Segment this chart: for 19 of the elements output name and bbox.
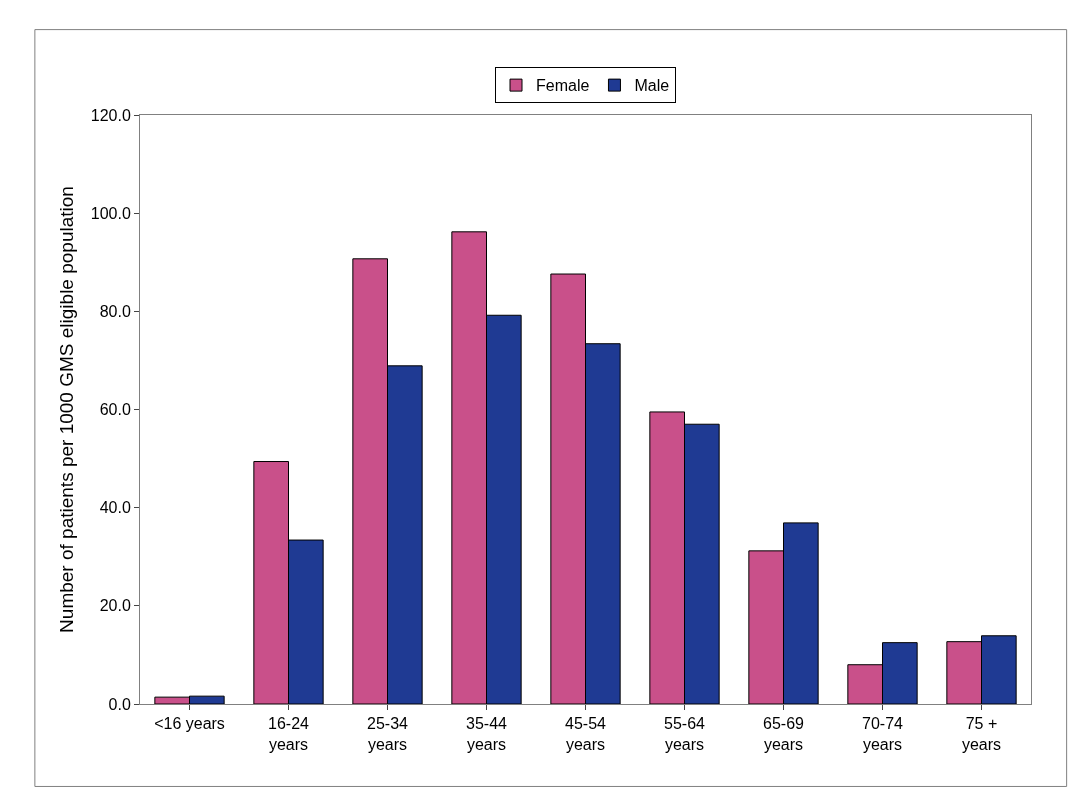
y-tick-label: 40.0: [99, 499, 131, 517]
legend-label: Female: [536, 77, 590, 95]
x-tick-label: 25-34 years: [367, 715, 409, 753]
legend-label: Male: [634, 77, 670, 95]
y-tick-label: 60.0: [99, 401, 131, 419]
x-tick-label: 35-44 years: [466, 715, 508, 753]
y-tick-label: 20.0: [99, 597, 131, 615]
x-tick-label: 70-74 years: [862, 715, 904, 753]
x-tick-label: 45-54 years: [565, 715, 607, 753]
x-tick-label: 16-24 years: [268, 715, 310, 753]
x-tick-label: 55-64 years: [664, 715, 706, 753]
x-tick-label: 65-69 years: [763, 715, 805, 753]
x-tick-label: 75 + years: [961, 715, 1002, 753]
x-tick-label: <16 years: [154, 715, 225, 733]
y-tick-label: 0.0: [108, 695, 131, 713]
y-axis-title: Number of patients per 1000 GMS eligible population: [55, 186, 77, 633]
y-tick-label: 100.0: [90, 204, 131, 222]
y-tick-label: 80.0: [99, 302, 131, 320]
y-tick-label: 120.0: [90, 106, 131, 124]
